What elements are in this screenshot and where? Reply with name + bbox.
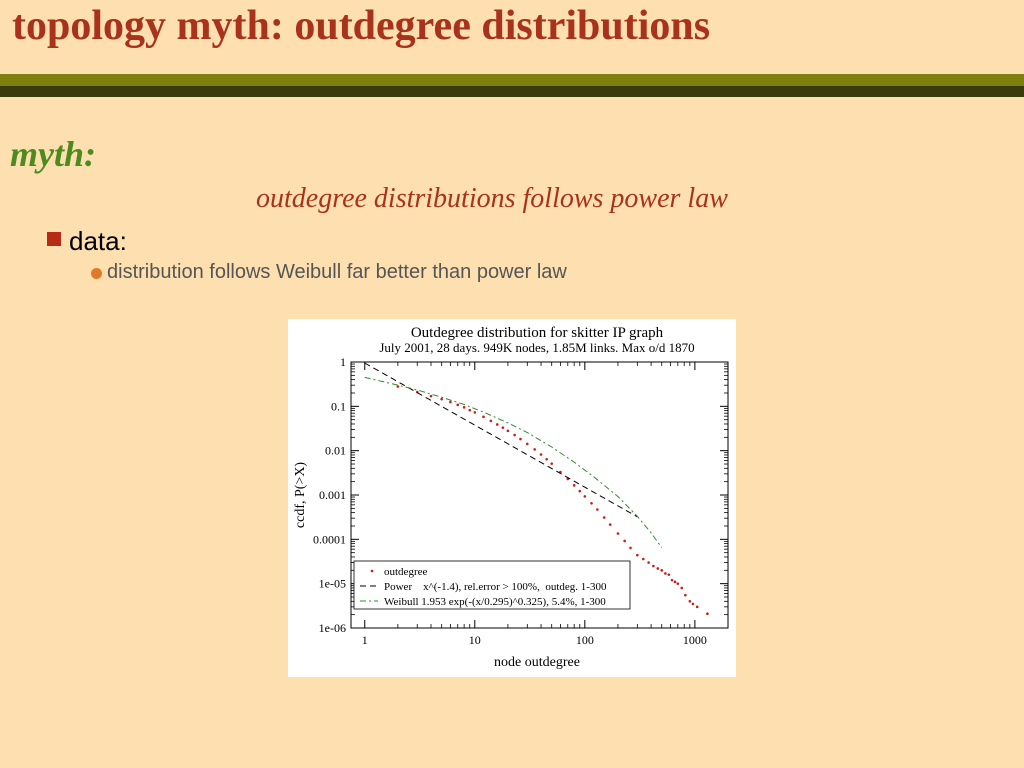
- data-point: [688, 600, 692, 603]
- legend-box: [353, 560, 631, 610]
- x-tick-label: 100: [576, 633, 594, 647]
- y-tick-label: 1e-05: [319, 577, 346, 591]
- x-tick-label: 10: [469, 633, 481, 647]
- title-divider-band: [0, 74, 1024, 86]
- data-point: [506, 429, 510, 433]
- data-point: [489, 419, 493, 423]
- data-point: [695, 605, 699, 609]
- data-point: [533, 448, 536, 451]
- outdegree-chart: Outdegree distribution for skitter IP gr…: [293, 325, 729, 670]
- data-point: [680, 586, 684, 590]
- power-law-fit-line: [364, 362, 638, 518]
- y-tick-label: 1: [340, 355, 346, 369]
- data-point: [501, 426, 505, 429]
- data-point: [602, 516, 606, 519]
- data-point: [670, 578, 674, 582]
- weibull-fit-line: [364, 376, 663, 548]
- data-point: [550, 462, 554, 465]
- x-axis-label: node outdegree: [494, 655, 580, 670]
- data-point: [608, 523, 612, 526]
- data-point: [482, 415, 485, 419]
- myth-label: myth:: [10, 134, 96, 174]
- x-tick-label: 1: [362, 633, 368, 647]
- title-divider-shadow: [0, 86, 1024, 97]
- data-point: [462, 406, 466, 409]
- data-point: [473, 411, 477, 414]
- square-bullet-icon: [47, 232, 61, 246]
- myth-claim: outdegree distributions follows power la…: [256, 183, 728, 214]
- y-tick-label: 0.01: [325, 444, 346, 458]
- data-point: [629, 546, 632, 550]
- data-point: [596, 508, 599, 511]
- data-point: [449, 400, 452, 404]
- data-point: [583, 495, 587, 498]
- chart-series: [364, 362, 709, 616]
- data-point: [673, 580, 677, 584]
- dot-bullet-icon: [91, 268, 102, 279]
- chart-subtitle: July 2001, 28 days. 949K nodes, 1.85M li…: [379, 340, 694, 355]
- y-tick-label: 0.001: [319, 488, 346, 502]
- data-point: [513, 433, 516, 437]
- data-point: [652, 564, 655, 568]
- data-point: [623, 539, 626, 543]
- legend-label: Power x^(-1.4), rel.error > 100%, outdeg…: [384, 581, 607, 593]
- y-tick-label: 1e-06: [319, 621, 346, 635]
- data-point: [495, 423, 499, 426]
- data-point: [691, 602, 695, 606]
- data-point: [525, 442, 529, 446]
- data-point: [396, 385, 400, 388]
- bullet-data-label: data:: [69, 226, 127, 256]
- data-point: [660, 569, 664, 572]
- data-point: [578, 489, 582, 493]
- data-point: [656, 567, 660, 570]
- data-point: [616, 532, 620, 535]
- data-point: [468, 408, 472, 412]
- data-point: [572, 484, 576, 487]
- chart-legend: outdegree Power x^(-1.4), rel.error > 100…: [353, 560, 631, 610]
- data-point: [642, 557, 645, 561]
- legend-marker: [370, 569, 374, 573]
- chart-title: Outdegree distribution for skitter IP gr…: [411, 325, 664, 341]
- data-point: [539, 453, 543, 456]
- data-point: [676, 582, 680, 585]
- data-point: [456, 403, 460, 407]
- legend-label: Weibull 1.953 exp(-(x/0.295)^0.325), 5.4…: [384, 596, 606, 608]
- data-point: [664, 572, 667, 575]
- data-point: [706, 612, 709, 616]
- y-tick-label: 0.1: [331, 399, 346, 413]
- chart-panel: Outdegree distribution for skitter IP gr…: [288, 319, 736, 677]
- x-tick-label: 1000: [683, 633, 707, 647]
- legend-label: outdegree: [384, 566, 427, 578]
- data-point: [590, 501, 593, 505]
- y-axis-label: ccdf, P(>X): [293, 462, 308, 529]
- data-point: [684, 593, 687, 597]
- data-point: [429, 394, 433, 398]
- data-point: [545, 457, 548, 461]
- data-point: [647, 561, 650, 564]
- data-point: [519, 437, 522, 441]
- data-point: [636, 553, 639, 557]
- data-point: [667, 573, 671, 576]
- y-tick-label: 0.0001: [313, 532, 346, 546]
- bullet-sub-label: distribution follows Weibull far better …: [107, 261, 567, 283]
- data-point: [440, 397, 443, 401]
- slide-title: topology myth: outdegree distributions: [12, 3, 711, 49]
